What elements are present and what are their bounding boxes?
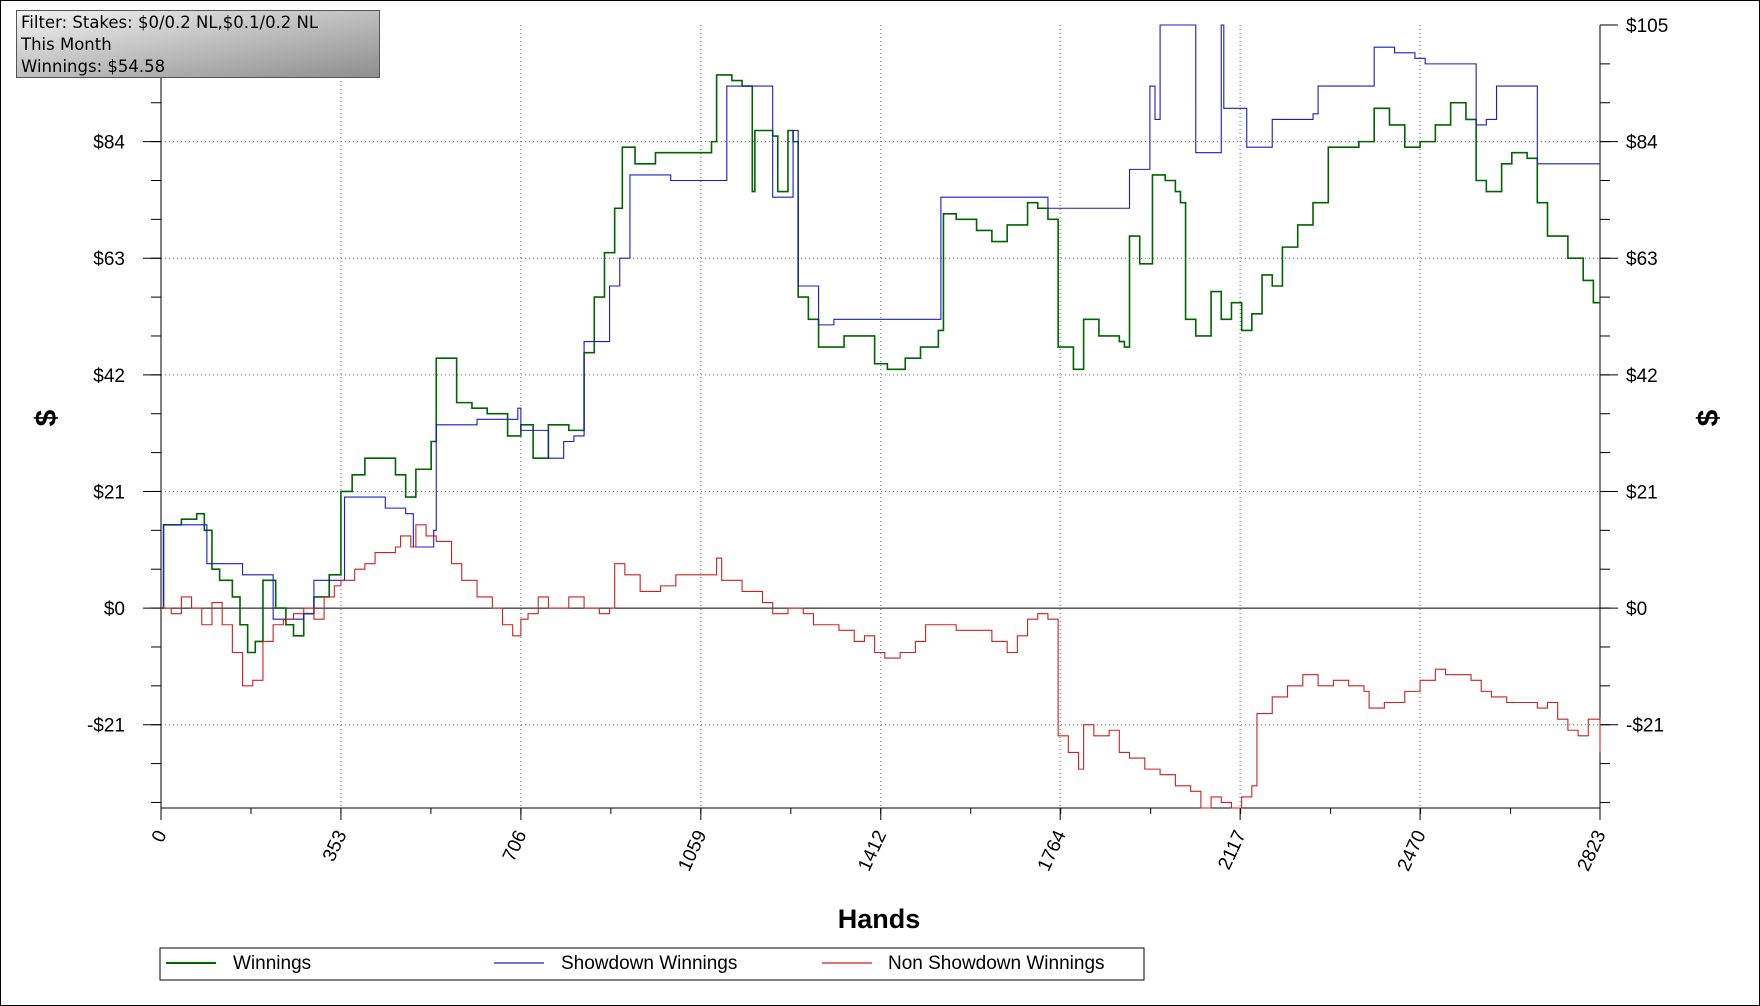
y-tick-label-right: $105 — [1626, 16, 1668, 37]
axes — [143, 24, 1618, 820]
x-tick-label: 1412 — [854, 827, 891, 874]
y-tick-label-right: $21 — [1626, 482, 1658, 503]
filter-text: Filter: Stakes: $0/0.2 NL,$0.1/0.2 NL — [21, 13, 319, 32]
winnings-line — [161, 74, 1600, 654]
y-tick-label-left: $42 — [93, 366, 125, 387]
y-tick-label-right: $42 — [1626, 366, 1658, 387]
y-axis-title-right: $ — [1692, 409, 1725, 426]
winnings-total-text: Winnings: $54.58 — [21, 57, 166, 76]
non-showdown-winnings-line — [161, 524, 1601, 809]
x-tick-label: 353 — [319, 827, 351, 865]
legend: Winnings Showdown Winnings Non Showdown … — [159, 947, 1145, 981]
y-tick-label-left: $21 — [93, 482, 125, 503]
series-lines — [161, 24, 1601, 809]
y-tick-label-right: $84 — [1626, 133, 1658, 154]
x-tick-label: 1059 — [674, 827, 711, 874]
x-tick-label: 2823 — [1574, 827, 1611, 874]
x-tick-label: 1764 — [1034, 827, 1071, 875]
legend-label-non-showdown-winnings: Non Showdown Winnings — [888, 953, 1105, 974]
x-tick-label: 2117 — [1214, 827, 1250, 873]
y-tick-label-right: $63 — [1626, 249, 1658, 270]
y-tick-label-left: $63 — [93, 249, 125, 270]
y-axis-title-left: $ — [30, 409, 63, 426]
x-tick-label: 706 — [499, 827, 531, 865]
showdown-winnings-line — [161, 24, 1600, 620]
grid-lines — [161, 25, 1600, 808]
y-tick-label-right: -$21 — [1626, 716, 1664, 737]
tick-labels: 0 353 706 1059 1412 1764 2117 2470 2823 -$21 $0 $21… — [87, 16, 1668, 874]
x-tick-label: 0 — [148, 827, 172, 845]
legend-box — [159, 947, 1145, 981]
y-tick-label-right: $0 — [1626, 599, 1647, 620]
legend-label-winnings: Winnings — [233, 953, 311, 974]
filter-info-box: Filter: Stakes: $0/0.2 NL,$0.1/0.2 NL Th… — [16, 10, 380, 78]
y-tick-label-left: $0 — [104, 599, 125, 620]
period-text: This Month — [21, 35, 112, 54]
y-tick-label-left: $84 — [93, 133, 125, 154]
x-tick-label: 2470 — [1394, 827, 1431, 874]
legend-label-showdown-winnings: Showdown Winnings — [561, 953, 737, 974]
x-axis-title: Hands — [838, 904, 921, 934]
y-tick-label-left: -$21 — [87, 716, 125, 737]
